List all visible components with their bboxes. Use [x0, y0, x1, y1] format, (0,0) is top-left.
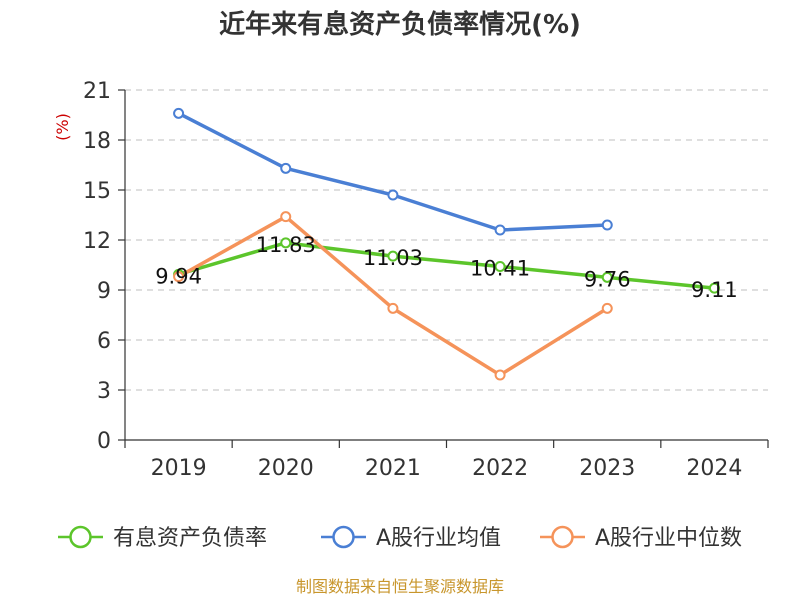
data-point: [601, 302, 613, 314]
series-line: [177, 111, 608, 232]
data-point: [280, 211, 292, 223]
data-label: 9.94: [155, 264, 202, 288]
legend: 有息资产负债率 A股行业均值 A股行业中位数: [58, 525, 742, 551]
data-point: [387, 302, 399, 314]
y-tick-label: 0: [97, 429, 111, 454]
y-tick-label: 18: [83, 129, 111, 154]
data-label: 10.41: [470, 257, 530, 281]
data-point: [601, 271, 613, 283]
y-tick-label: 6: [97, 329, 111, 354]
x-tick-label: 2019: [151, 456, 207, 481]
legend-label: 有息资产负债率: [113, 526, 267, 551]
data-label: 11.83: [256, 233, 316, 257]
data-point: [601, 219, 613, 231]
axes: 0 3 6 9 12 15 18 21 2019 2020 2021 2022 2023 2024: [83, 79, 769, 481]
y-tick-label: 3: [97, 379, 111, 404]
chart-title: 近年来有息资产负债率情况(%): [219, 9, 581, 40]
x-tick-label: 2021: [365, 456, 421, 481]
data-point: [173, 271, 185, 283]
x-tick-label: 2020: [258, 456, 314, 481]
legend-label: A股行业均值: [376, 526, 501, 551]
data-label: 9.11: [691, 278, 738, 302]
data-point: [173, 107, 185, 119]
data-point: [387, 250, 399, 262]
source-note: 制图数据来自恒生聚源数据库: [296, 577, 504, 596]
x-tick-label: 2023: [579, 456, 635, 481]
y-tick-label: 12: [83, 229, 111, 254]
legend-marker: [69, 525, 92, 549]
y-tick-label: 15: [83, 179, 111, 204]
data-labels: 9.94 11.83 11.03 10.41 9.76 9.11: [155, 233, 738, 302]
data-point: [708, 282, 720, 294]
data-point: [494, 369, 506, 381]
data-label: 9.76: [584, 267, 631, 291]
y-tick-label: 9: [97, 279, 111, 304]
legend-marker: [332, 525, 355, 549]
series-points: [173, 107, 720, 381]
data-point: [280, 162, 292, 174]
data-point: [494, 224, 506, 236]
legend-marker: [551, 525, 574, 549]
x-tick-label: 2022: [472, 456, 528, 481]
y-axis-unit: (%): [53, 113, 72, 141]
data-point: [494, 261, 506, 272]
series-line: [178, 241, 715, 290]
data-label: 11.03: [363, 246, 423, 270]
x-tick-label: 2024: [686, 456, 742, 481]
data-point: [280, 237, 292, 249]
y-tick-label: 21: [83, 79, 111, 104]
legend-label: A股行业中位数: [595, 526, 742, 551]
data-point: [387, 189, 399, 201]
